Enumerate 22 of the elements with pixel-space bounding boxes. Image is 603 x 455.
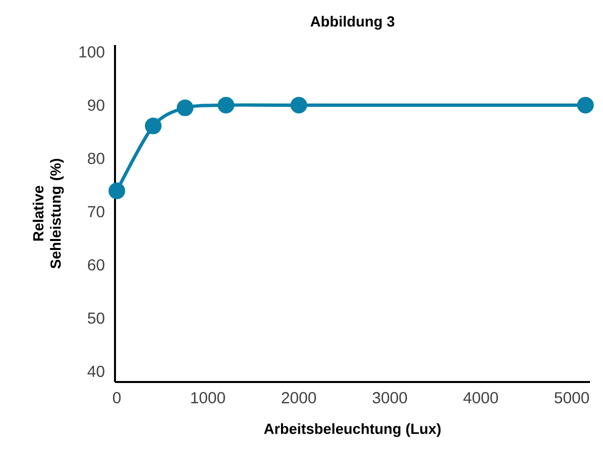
- point: [144, 118, 162, 134]
- x-axis-title: Arbeitsbeleuchtung (Lux): [264, 423, 441, 437]
- y-tick-label: 60: [88, 259, 104, 271]
- y-tick-label: 100: [79, 46, 104, 58]
- x-tick-label: 3000: [372, 392, 407, 404]
- y-axis-title: Relative Sehleistung (%): [32, 158, 64, 268]
- x-tick-label: 1000: [191, 392, 225, 404]
- point: [290, 96, 308, 114]
- y-tick-label: 90: [88, 100, 104, 111]
- chart-title: Abbildung 3: [310, 16, 394, 30]
- y-tick-label: 40: [88, 366, 104, 378]
- y-tick-label: 50: [88, 312, 104, 324]
- y-tick-label: 80: [88, 152, 104, 164]
- x-tick-label: 4000: [463, 392, 498, 404]
- point: [176, 99, 194, 116]
- point: [577, 96, 594, 114]
- x-tick-label: 2000: [282, 392, 316, 404]
- point: [108, 182, 126, 200]
- y-tick-label: 70: [88, 206, 104, 218]
- x-tick-label: 0: [113, 392, 121, 404]
- x-tick-label: 5000: [554, 392, 589, 404]
- point: [218, 96, 234, 114]
